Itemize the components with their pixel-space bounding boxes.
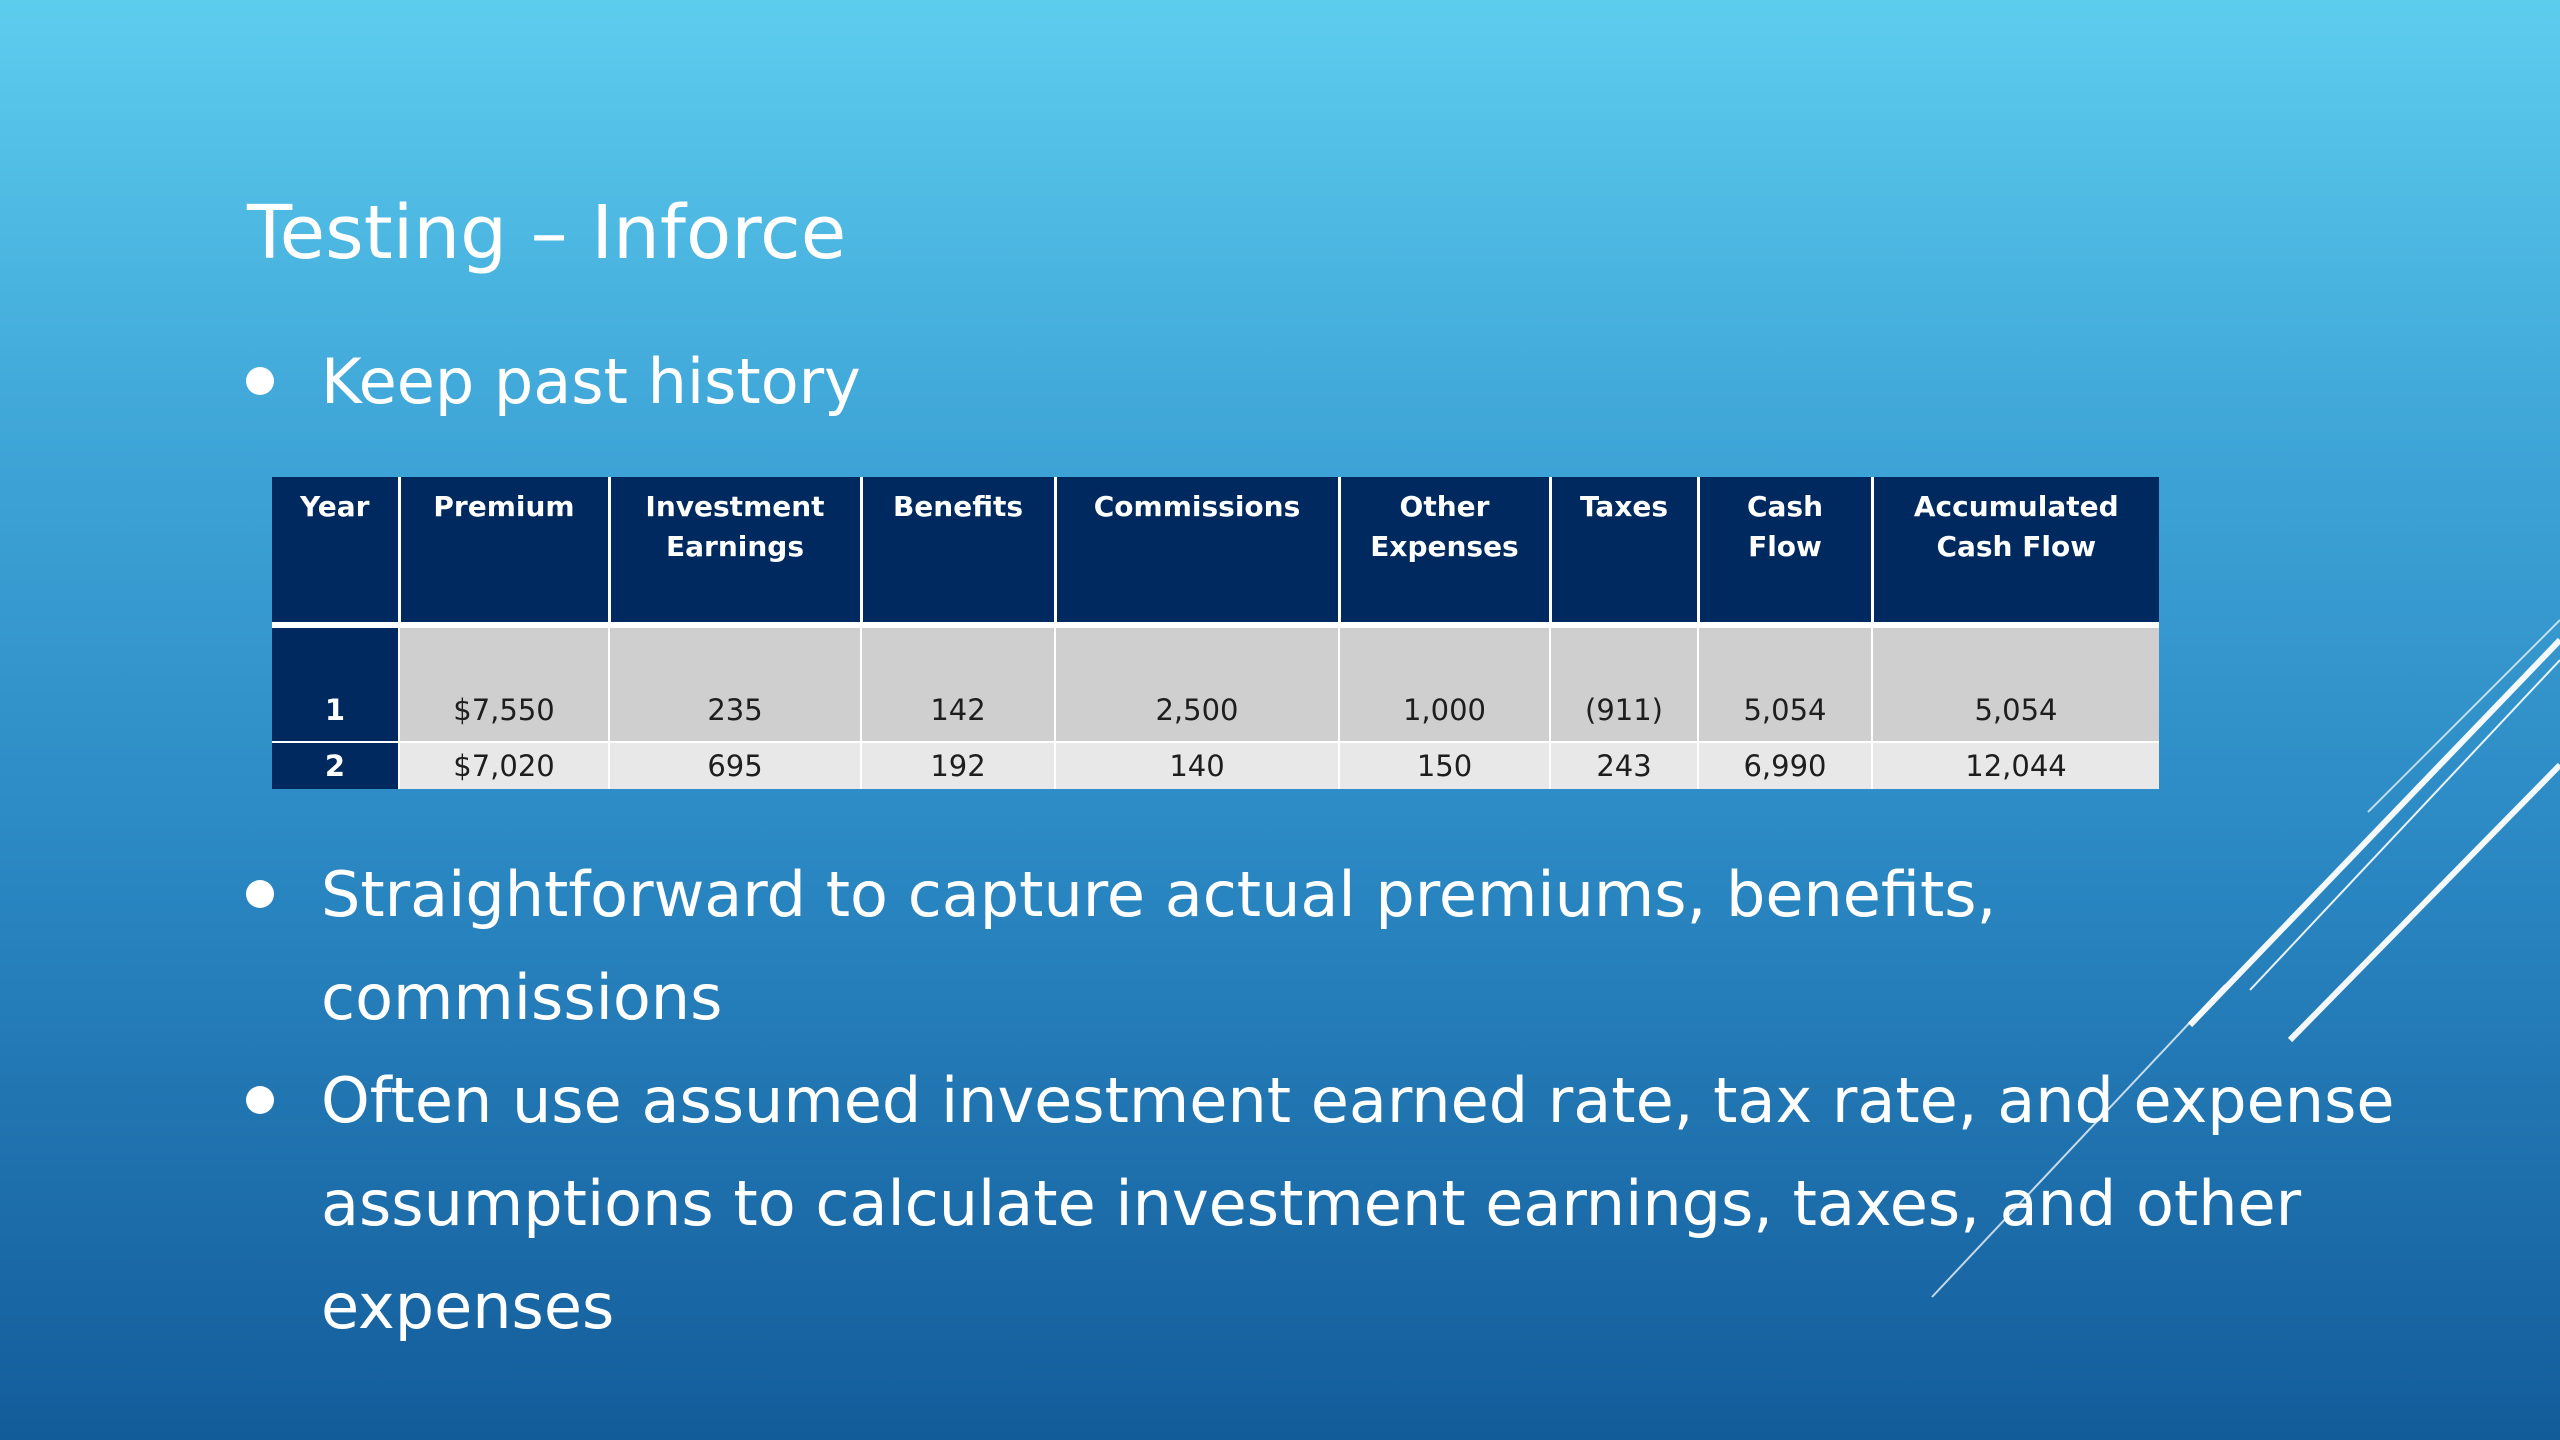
cell-commissions: 140 bbox=[1054, 741, 1339, 789]
cell-commissions: 2,500 bbox=[1054, 625, 1339, 742]
cell-investment-earnings: 235 bbox=[608, 625, 861, 742]
cell-other-expenses: 150 bbox=[1338, 741, 1550, 789]
cell-investment-earnings: 695 bbox=[608, 741, 861, 789]
cell-accumulated-cash-flow: 5,054 bbox=[1871, 625, 2159, 742]
header-cash-flow: Cash Flow bbox=[1696, 477, 1872, 628]
cell-taxes: 243 bbox=[1549, 741, 1698, 789]
cash-flow-table: Year Premium Investment Earnings Benefits… bbox=[272, 477, 2159, 789]
bullet-dot-icon bbox=[246, 1086, 274, 1114]
header-commissions: Commissions bbox=[1053, 477, 1339, 628]
header-benefits: Benefits bbox=[859, 477, 1055, 628]
header-investment-earnings: Investment Earnings bbox=[607, 477, 861, 628]
cell-benefits: 192 bbox=[860, 741, 1055, 789]
table-row: 1 $7,550 235 142 2,500 1,000 (911) 5,054… bbox=[272, 625, 2159, 742]
slide-title: Testing – Inforce bbox=[247, 190, 847, 276]
cell-benefits: 142 bbox=[860, 625, 1055, 742]
bullet-dot-icon bbox=[246, 367, 274, 395]
header-premium: Premium bbox=[397, 477, 609, 628]
cell-taxes: (911) bbox=[1549, 625, 1698, 742]
cell-cash-flow: 6,990 bbox=[1697, 741, 1872, 789]
bullet-text: Keep past history bbox=[321, 345, 861, 418]
header-other-expenses: Other Expenses bbox=[1337, 477, 1550, 628]
cell-other-expenses: 1,000 bbox=[1338, 625, 1550, 742]
bullet-dot-icon bbox=[246, 880, 274, 908]
table-header-row: Year Premium Investment Earnings Benefits… bbox=[272, 477, 2159, 628]
header-taxes: Taxes bbox=[1548, 477, 1698, 628]
header-year: Year bbox=[272, 477, 399, 628]
cell-premium: $7,550 bbox=[398, 625, 609, 742]
bullet-text: Often use assumed investment earned rate… bbox=[321, 1064, 2395, 1343]
table-row: 2 $7,020 695 192 140 150 243 6,990 12,04… bbox=[272, 741, 2159, 789]
cell-year: 2 bbox=[272, 741, 399, 789]
cell-year: 1 bbox=[272, 625, 399, 742]
cell-premium: $7,020 bbox=[398, 741, 609, 789]
header-accumulated-cash-flow: Accumulated Cash Flow bbox=[1870, 477, 2159, 628]
cell-cash-flow: 5,054 bbox=[1697, 625, 1872, 742]
bullet-text: Straightforward to capture actual premiu… bbox=[321, 858, 1997, 1034]
cell-accumulated-cash-flow: 12,044 bbox=[1871, 741, 2159, 789]
